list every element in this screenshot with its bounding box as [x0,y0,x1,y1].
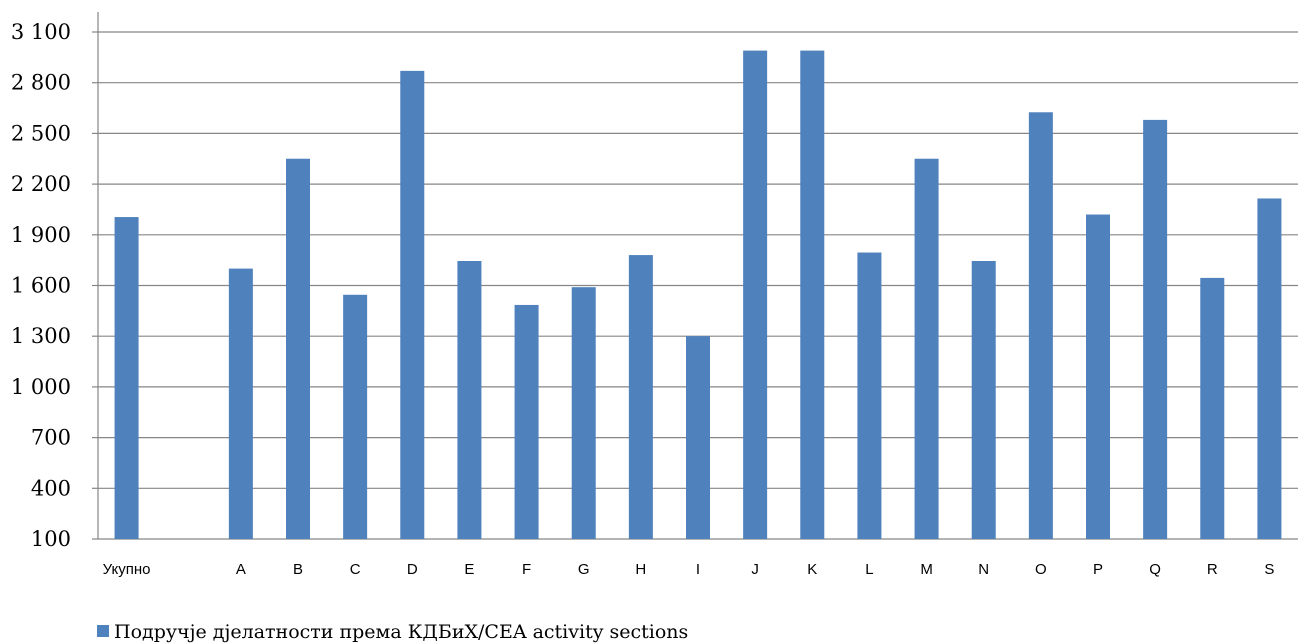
y-tick-label: 2 200 [11,172,71,196]
bar [343,294,368,539]
x-tick-label: P [1093,561,1103,578]
bar [457,260,482,539]
y-tick-label: 1 300 [11,324,71,348]
bar [1200,277,1225,539]
bar [514,304,539,539]
bar [857,252,882,540]
x-tick-label: A [236,561,246,578]
x-tick-label: I [696,561,700,578]
x-tick-label: H [635,561,646,578]
bar [914,158,939,539]
bar [628,255,653,539]
x-tick-labels: Укупно A B C D E F G H I J K L M N O P Q R S [103,561,1275,578]
x-tick-label: E [464,561,474,578]
legend-label: Подручје дјелатности према КДБиХ/CEA act… [114,621,688,643]
x-tick-label: C [350,561,361,578]
legend: Подручје дјелатности према КДБиХ/CEA act… [97,621,688,643]
y-tick-label: 2 500 [11,121,71,145]
x-tick-label: O [1035,561,1047,578]
x-tick-label: B [293,561,303,578]
x-tick-label: L [865,561,873,578]
x-tick-label: S [1264,561,1274,578]
bar [286,158,310,539]
y-tick-label: 700 [31,426,71,450]
x-tick-label: R [1207,561,1218,578]
y-tick-labels: 3 100 2 800 2 500 2 200 1 900 1 600 1 300 1 000… [11,20,71,551]
x-tick-label: G [578,561,590,578]
bar [571,287,596,539]
bar [971,260,996,539]
bar [743,50,768,540]
y-tick-label: 3 100 [11,20,71,44]
bar [400,70,425,540]
y-tick-label: 100 [31,527,71,551]
y-tick-label: 2 800 [11,71,71,95]
bar [114,217,139,539]
bar [1257,198,1282,539]
x-tick-label: F [522,561,531,578]
x-tick-label: K [807,561,817,578]
x-tick-label: N [978,561,989,578]
x-tick-label: M [920,561,933,578]
bar [1086,214,1110,539]
x-tick-label: D [407,561,418,578]
bar [1028,112,1053,540]
y-tick-label: 400 [31,476,71,500]
y-tick-label: 1 600 [11,274,71,298]
bar [228,268,253,539]
bar [800,50,825,540]
x-tick-label: Q [1149,561,1161,578]
y-tick-label: 1 000 [11,375,71,399]
legend-swatch [97,625,109,637]
bars [114,50,1282,540]
x-tick-label: J [751,561,759,578]
bar [1143,119,1168,539]
y-tick-label: 1 900 [11,223,71,247]
bar [686,336,710,539]
x-tick-label: Укупно [103,561,151,578]
